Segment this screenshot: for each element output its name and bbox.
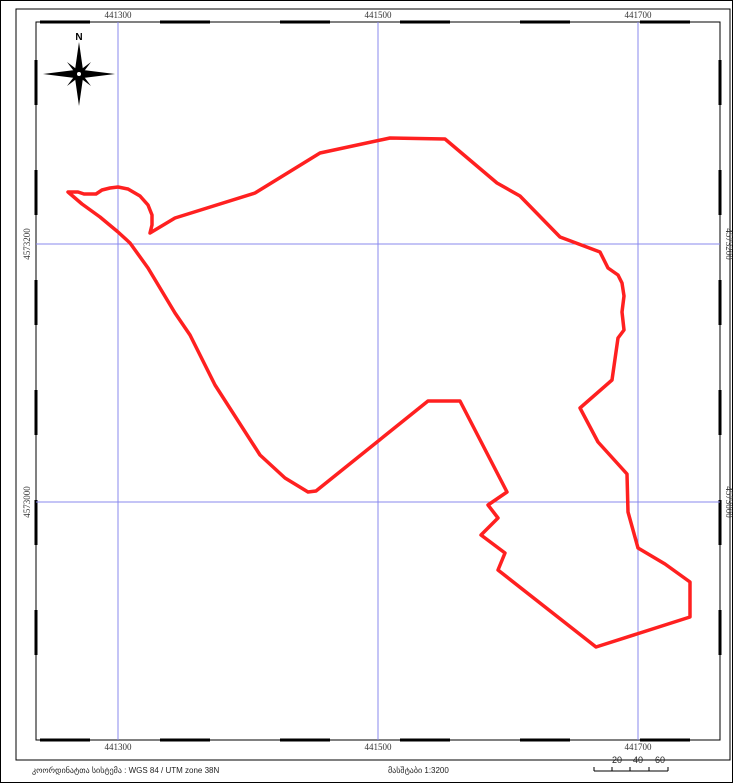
top-easting-label-2: 441500 bbox=[365, 10, 393, 20]
north-label: N bbox=[75, 32, 82, 43]
right-northing-label-1: 4573200 bbox=[724, 228, 733, 260]
bottom-easting-label-2: 441500 bbox=[365, 742, 393, 752]
crs-label: კოორდინატთა სისტემა : WGS 84 / UTM zone … bbox=[32, 766, 220, 775]
scale-tick-40: 40 bbox=[633, 755, 643, 765]
scale-tick-60: 60 bbox=[655, 755, 665, 765]
left-northing-label-1: 4573200 bbox=[22, 228, 32, 260]
scale-label: მასშტაბი 1:3200 bbox=[388, 766, 449, 775]
right-northing-label-2: 4573000 bbox=[724, 486, 733, 518]
scale-tick-20: 20 bbox=[612, 755, 622, 765]
bottom-easting-label-3: 441700 bbox=[625, 742, 653, 752]
top-easting-label-1: 441300 bbox=[105, 10, 133, 20]
top-easting-label-3: 441700 bbox=[625, 10, 653, 20]
left-northing-label-2: 4573000 bbox=[22, 486, 32, 518]
bottom-easting-label-1: 441300 bbox=[105, 742, 133, 752]
